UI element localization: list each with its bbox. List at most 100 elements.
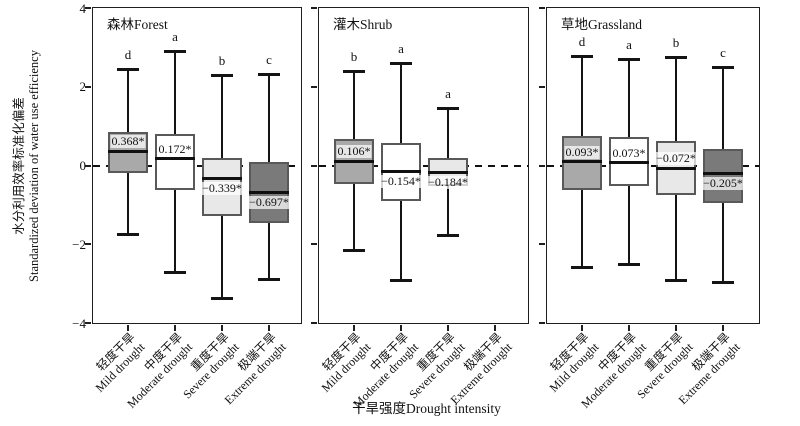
whisker-cap-top — [343, 70, 365, 73]
median-line — [609, 161, 649, 165]
zero-reference-line — [93, 164, 301, 167]
x-axis-tick — [221, 325, 223, 331]
y-axis-tick — [85, 7, 91, 9]
whisker-cap-bottom — [437, 234, 459, 238]
y-axis-tick — [311, 164, 317, 167]
x-axis-tick — [400, 325, 402, 331]
y-axis-title-cn: 水分利用效率标准化偏差 — [12, 97, 26, 235]
whisker-cap-top — [117, 68, 139, 72]
significance-letter: c — [720, 45, 726, 61]
median-line — [381, 170, 421, 174]
whisker-cap-top — [258, 72, 280, 76]
x-axis-tick — [127, 325, 129, 331]
panel-grassland: 草地Grassland 轻度干旱 Mild drought 0.093* d 中度干旱 M… — [539, 7, 760, 411]
x-axis-tick — [628, 325, 630, 331]
y-axis-tick — [85, 243, 91, 246]
y-axis-tick — [311, 243, 317, 246]
x-axis-tick — [675, 325, 677, 331]
zero-reference-line — [547, 164, 759, 167]
significance-letter: d — [124, 47, 132, 63]
x-axis-tick — [268, 325, 270, 331]
median-value-label: −0.154* — [380, 173, 422, 188]
x-axis-tick — [494, 325, 496, 331]
whisker-cap-top — [571, 55, 593, 59]
median-line — [703, 172, 743, 176]
y-axis-tick — [311, 7, 317, 9]
y-tick-label: 0 — [79, 158, 87, 173]
whisker-cap-top — [211, 73, 233, 77]
whisker-cap-bottom — [712, 281, 734, 285]
whisker-cap-bottom — [117, 233, 139, 237]
y-axis-title: 水分利用效率标准化偏差 Standardized deviation of wa… — [12, 50, 42, 282]
y-axis-tick — [311, 85, 317, 88]
median-value-label: −0.184* — [427, 174, 469, 189]
y-axis-tick — [85, 164, 91, 167]
whisker-cap-bottom — [571, 265, 593, 269]
y-axis-tick — [85, 322, 91, 324]
median-value-label: −0.205* — [702, 175, 744, 190]
y-axis-tick — [539, 322, 545, 324]
significance-letter: b — [672, 34, 680, 50]
y-tick-label: −2 — [72, 236, 86, 252]
y-axis-title-en: Standardized deviation of water use effi… — [27, 50, 41, 282]
whisker-cap-bottom — [164, 270, 186, 274]
median-value-label: 0.093* — [564, 144, 600, 159]
y-axis-tick — [85, 85, 91, 88]
whisker-cap-bottom — [390, 278, 412, 282]
y-axis-tick — [539, 7, 545, 9]
y-axis-tick — [539, 164, 545, 167]
x-axis-tick — [722, 325, 724, 331]
whisker-cap-top — [390, 62, 412, 66]
median-line — [108, 149, 148, 153]
zero-reference-line — [319, 164, 528, 167]
x-axis-tick — [174, 325, 176, 331]
x-axis-tick — [447, 325, 449, 331]
whisker-cap-bottom — [258, 277, 280, 281]
median-value-label: 0.073* — [611, 145, 647, 160]
significance-letter: a — [172, 29, 178, 45]
significance-letter: b — [350, 49, 358, 64]
median-line — [202, 177, 242, 181]
median-line — [249, 191, 289, 195]
median-value-label: −0.697* — [248, 194, 290, 209]
x-axis-title: 干旱强度Drought intensity — [352, 401, 501, 416]
median-line — [656, 166, 696, 170]
significance-letter: a — [398, 41, 404, 57]
median-line — [428, 171, 468, 175]
whisker-cap-top — [618, 58, 640, 62]
median-value-label: −0.072* — [655, 151, 697, 166]
whisker-cap-bottom — [618, 263, 640, 267]
significance-letter: b — [218, 52, 226, 68]
whisker-cap-top — [164, 50, 186, 54]
significance-letter: d — [578, 34, 586, 50]
panel-title-grassland: 草地Grassland — [561, 17, 642, 32]
median-value-label: 0.368* — [110, 134, 146, 148]
y-axis-tick — [311, 322, 317, 324]
y-axis-tick — [539, 243, 545, 246]
whisker-cap-bottom — [665, 279, 687, 283]
y-tick-label: 4 — [79, 0, 87, 16]
panel-forest: 森林Forest 轻度干旱 Mild drought 0.368* d 中度干旱 Mode… — [85, 7, 302, 411]
iqr-box — [703, 148, 743, 204]
significance-letter: c — [266, 51, 272, 67]
whisker-cap-top — [437, 107, 459, 111]
y-tick-label: 2 — [79, 79, 87, 95]
median-line — [155, 157, 195, 161]
whisker-cap-top — [665, 55, 687, 59]
median-value-label: 0.106* — [336, 144, 372, 159]
x-axis-tick — [581, 325, 583, 331]
median-value-label: −0.339* — [201, 180, 243, 195]
whisker-cap-top — [712, 66, 734, 70]
significance-letter: a — [626, 37, 632, 53]
whisker-cap-bottom — [343, 249, 365, 253]
y-axis-tick — [539, 85, 545, 88]
median-line — [562, 160, 602, 164]
panel-title-forest: 森林Forest — [107, 17, 168, 32]
y-tick-label: −4 — [72, 315, 86, 331]
panel-title-shrub: 灌木Shrub — [333, 17, 393, 32]
median-value-label: 0.172* — [157, 141, 193, 156]
x-axis-tick — [353, 325, 355, 331]
panel-shrub: 灌木Shrub 轻度干旱 Mild drought 0.106* b 中度干旱 Moder… — [311, 7, 529, 411]
whisker-cap-bottom — [211, 297, 233, 301]
